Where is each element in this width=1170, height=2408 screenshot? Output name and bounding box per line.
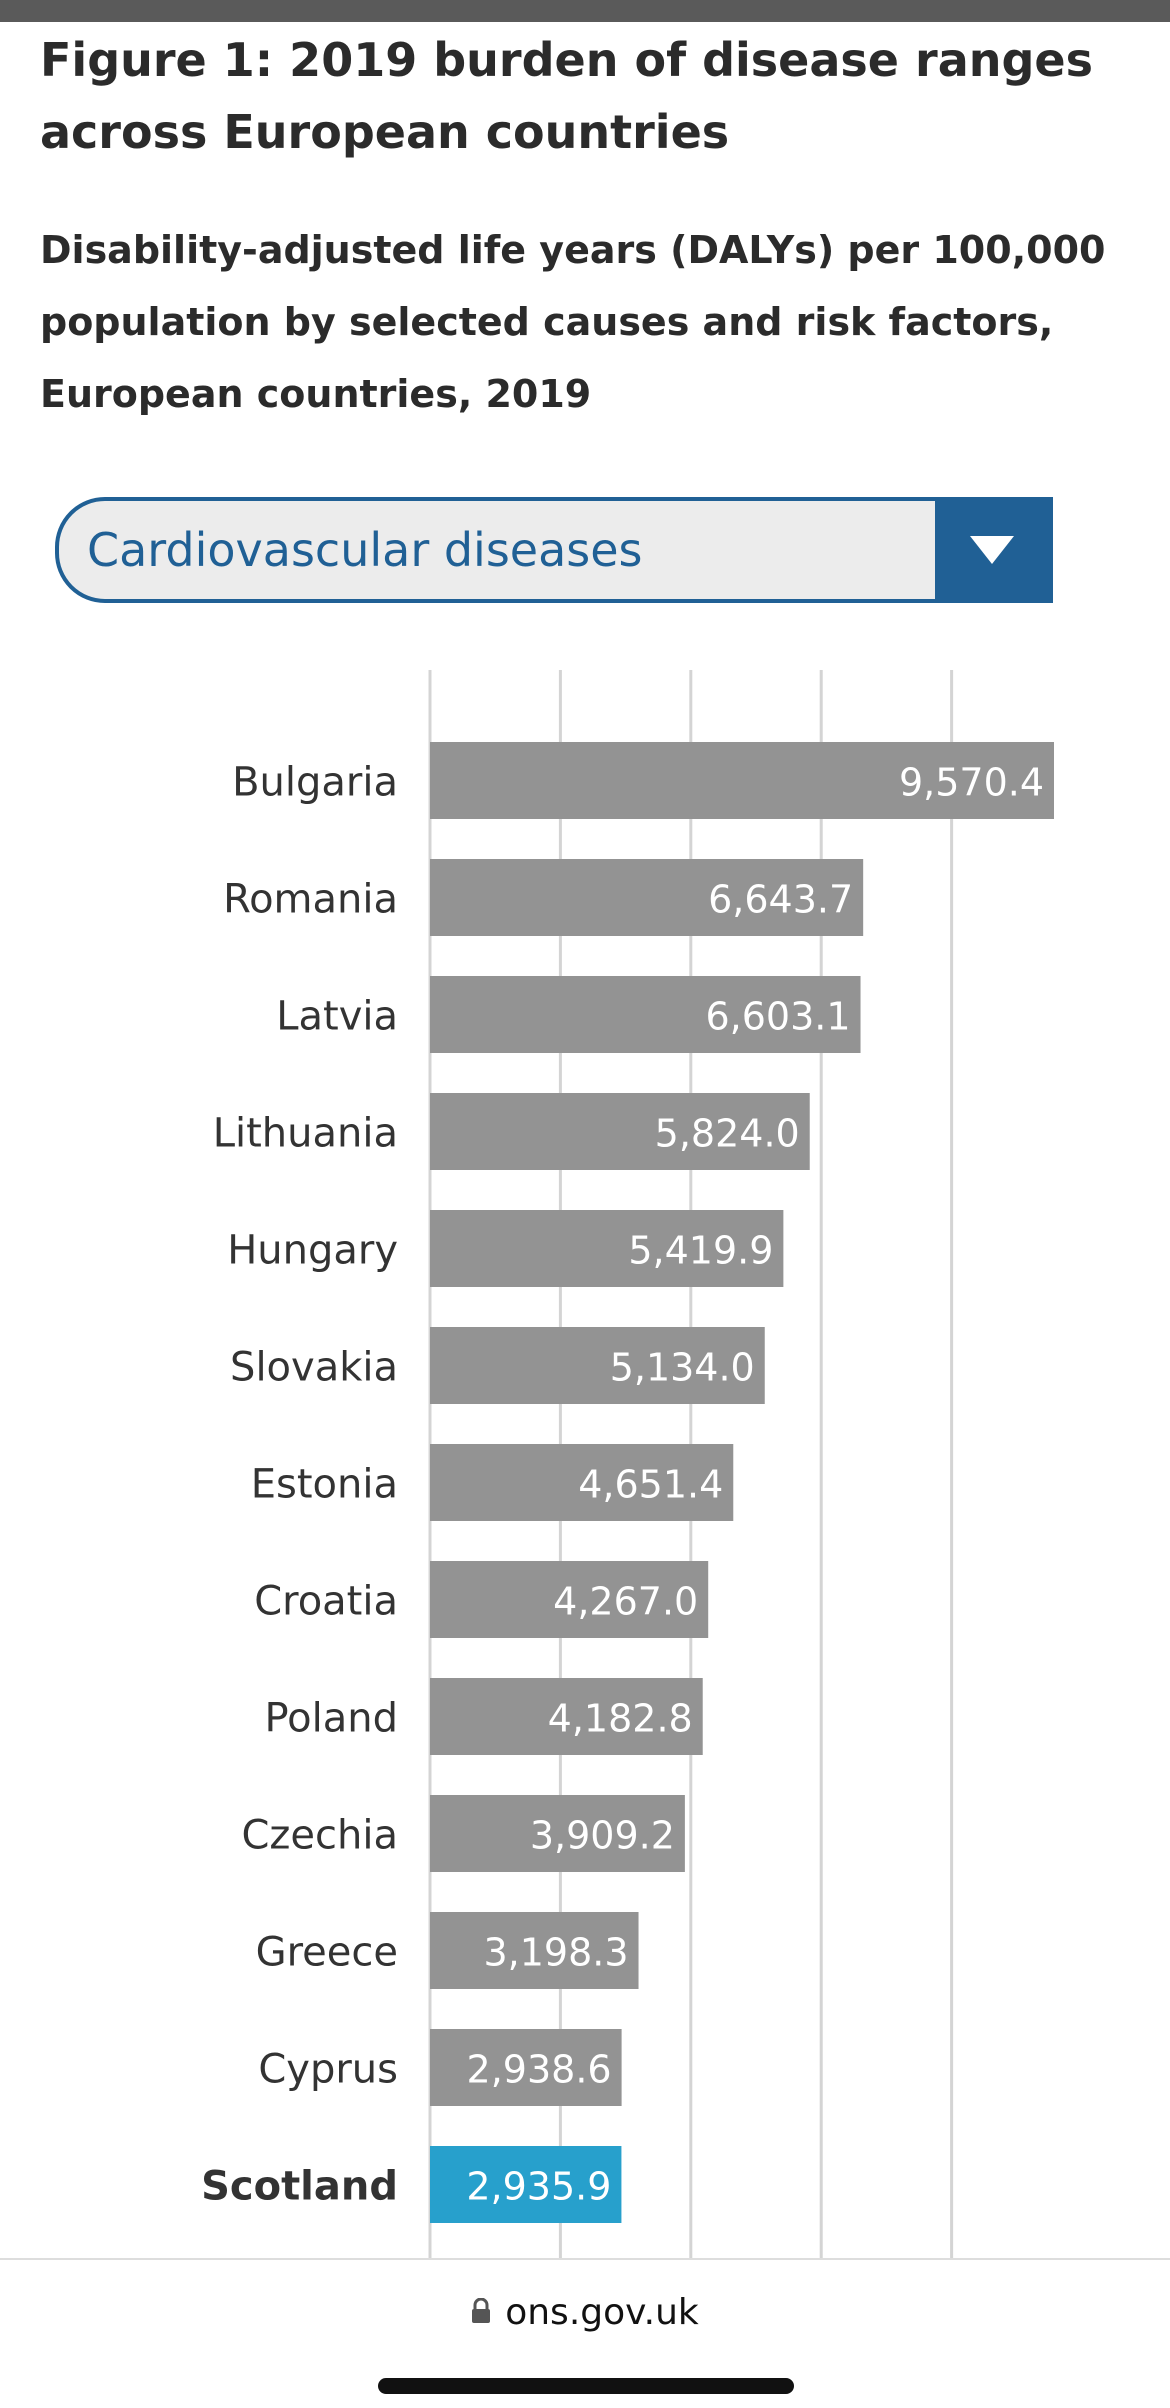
bar bbox=[430, 2146, 622, 2223]
bar bbox=[430, 1678, 703, 1755]
category-label: Hungary bbox=[227, 1228, 398, 1274]
bar bbox=[430, 742, 1054, 819]
bar bbox=[430, 976, 861, 1053]
data-label: 2,935.9 bbox=[466, 2165, 611, 2209]
data-label: 5,419.9 bbox=[628, 1229, 773, 1273]
lock-icon bbox=[472, 2298, 491, 2323]
category-label: Estonia bbox=[251, 1462, 398, 1508]
data-label: 4,267.0 bbox=[553, 1580, 698, 1624]
data-label: 6,603.1 bbox=[705, 995, 850, 1039]
category-label: Romania bbox=[223, 877, 398, 923]
data-label: 4,182.8 bbox=[548, 1697, 693, 1741]
url-text[interactable]: ons.gov.uk bbox=[505, 2292, 699, 2333]
bar bbox=[430, 1561, 709, 1638]
data-label: 3,198.3 bbox=[483, 1931, 628, 1975]
figure-subtitle: Disability-adjusted life years (DALYs) p… bbox=[40, 228, 1106, 416]
category-label: Lithuania bbox=[213, 1111, 398, 1157]
category-label: Scotland bbox=[201, 2164, 398, 2210]
bar bbox=[430, 1327, 765, 1404]
bar bbox=[430, 1912, 639, 1989]
data-label: 4,651.4 bbox=[578, 1463, 723, 1507]
data-label: 5,824.0 bbox=[655, 1112, 800, 1156]
category-label: Czechia bbox=[241, 1813, 398, 1859]
category-label: Bulgaria bbox=[232, 760, 398, 806]
data-label: 5,134.0 bbox=[610, 1346, 755, 1390]
category-label: Latvia bbox=[276, 994, 398, 1040]
figure-title: Figure 1: 2019 burden of disease ranges … bbox=[40, 33, 1093, 159]
home-indicator[interactable] bbox=[378, 2378, 794, 2394]
bar bbox=[430, 2029, 622, 2106]
category-label: Greece bbox=[256, 1930, 398, 1976]
browser-footer: ons.gov.uk bbox=[0, 2258, 1170, 2408]
category-label: Cyprus bbox=[258, 2047, 398, 2093]
bar bbox=[430, 1210, 784, 1287]
data-label: 6,643.7 bbox=[708, 878, 853, 922]
data-label: 3,909.2 bbox=[530, 1814, 675, 1858]
bar bbox=[430, 1795, 685, 1872]
dropdown-toggle-button[interactable] bbox=[935, 501, 1049, 599]
triangle-down-icon bbox=[970, 536, 1014, 564]
data-label: 9,570.4 bbox=[899, 761, 1044, 805]
bar-chart: Bulgaria 9,570.4 Romania 6,643.7 Latvia 6,603… bbox=[201, 670, 1054, 2260]
bar bbox=[430, 1093, 810, 1170]
bar bbox=[430, 859, 864, 936]
category-label: Croatia bbox=[254, 1579, 398, 1625]
category-label: Slovakia bbox=[230, 1345, 398, 1391]
dropdown-selected-value: Cardiovascular diseases bbox=[87, 523, 643, 577]
bar bbox=[430, 1444, 734, 1521]
category-label: Poland bbox=[264, 1696, 398, 1742]
status-bar bbox=[0, 0, 1170, 22]
data-label: 2,938.6 bbox=[467, 2048, 612, 2092]
cause-select-dropdown[interactable]: Cardiovascular diseases bbox=[55, 497, 1053, 603]
